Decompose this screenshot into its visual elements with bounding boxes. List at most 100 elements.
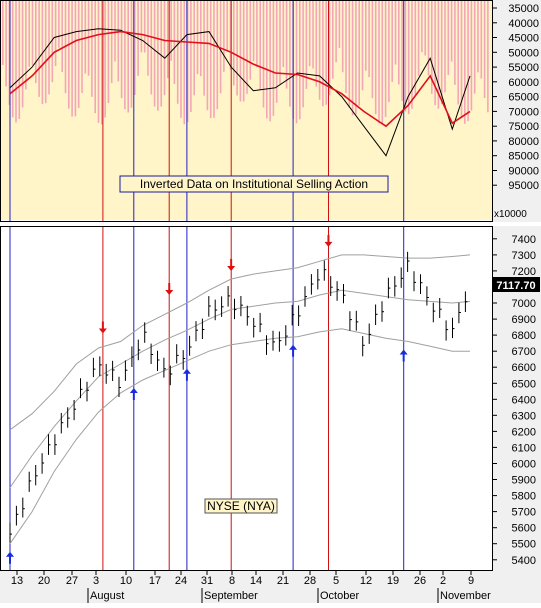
top-selling-bar [173, 0, 176, 84]
buy-arrow [399, 349, 408, 362]
buy-arrow [6, 551, 14, 564]
top-selling-bar [312, 0, 314, 69]
top-selling-bar [259, 0, 261, 90]
buy-arrow-head [182, 368, 191, 374]
top-selling-bar [110, 0, 113, 83]
top-selling-bar [97, 0, 100, 123]
top-selling-bar [282, 0, 285, 67]
upper-band [9, 254, 471, 431]
lower-band [9, 328, 470, 544]
top-selling-bar [190, 0, 192, 112]
top-selling-bar [61, 0, 63, 72]
top-selling-bar [483, 0, 486, 98]
bottom-y-tick-label: 5400 [512, 555, 536, 567]
x-tick-label: 31 [201, 575, 213, 587]
top-selling-bar [351, 0, 354, 116]
bottom-y-tick-label: 6400 [512, 394, 536, 406]
top-selling-bar [25, 0, 27, 90]
top-selling-bar [233, 0, 235, 86]
buy-arrow-head [6, 551, 14, 557]
bottom-signal-lines [9, 226, 405, 571]
top-selling-bar [361, 0, 364, 91]
x-tick-label: 26 [414, 575, 426, 587]
top-selling-bar [140, 0, 143, 53]
top-y-tick-label: 55000 [508, 62, 539, 74]
top-selling-bar [242, 0, 245, 102]
top-selling-bar [457, 0, 459, 105]
bottom-y-tick-label: 6600 [512, 362, 536, 374]
top-selling-bar [170, 0, 172, 61]
top-selling-bar [196, 0, 199, 75]
x-tick-label: 9 [468, 575, 474, 587]
x-ticks: 13 20 27 3 10 17 24 31 8 14 21 28 5 12 19 26 2 9 August Sep… [11, 571, 491, 603]
bottom-y-tick-label: 7200 [512, 266, 536, 278]
x-tick-label: 17 [149, 575, 161, 587]
top-selling-bar [368, 0, 370, 78]
top-selling-bar [68, 0, 70, 109]
top-selling-bar [440, 0, 443, 104]
bottom-y-tick-label: 5700 [512, 507, 536, 519]
sell-arrow-head [165, 290, 174, 296]
top-selling-bar [226, 0, 228, 51]
bottom-y-tick-label: 6700 [512, 346, 536, 358]
top-selling-bar [388, 0, 390, 103]
bottom-y-tick-label: 5900 [512, 475, 536, 487]
top-selling-bar [358, 0, 360, 106]
top-selling-bar [28, 0, 30, 67]
month-label: August [90, 590, 124, 602]
sell-arrow-head [98, 328, 107, 334]
bottom-y-tick-label: 7400 [512, 234, 536, 246]
top-selling-bar [200, 0, 202, 77]
top-selling-bar [256, 0, 258, 68]
buy-arrow-head [289, 344, 298, 350]
top-selling-bar [130, 0, 133, 108]
top-selling-bar [434, 0, 436, 106]
top-selling-bar [289, 0, 291, 107]
top-selling-bar [480, 0, 483, 79]
top-selling-bar [328, 0, 331, 96]
top-selling-bar [315, 0, 318, 87]
top-selling-bar [18, 0, 21, 119]
sell-arrow [98, 321, 107, 334]
top-selling-bar [460, 0, 463, 118]
top-selling-bar [176, 0, 179, 104]
x-tick-label: 2 [440, 575, 446, 587]
top-selling-bar [437, 0, 440, 109]
top-selling-bar [464, 0, 466, 124]
x-tick-label: 8 [229, 575, 235, 587]
top-selling-bar [470, 0, 473, 111]
top-y-tick-label: 50000 [508, 47, 539, 59]
x-axis-panel [0, 571, 541, 603]
bottom-y-tick-label: 6300 [512, 410, 536, 422]
top-selling-bar [414, 0, 417, 96]
top-selling-bar [407, 0, 410, 115]
top-selling-bar [249, 0, 252, 80]
top-selling-bar [54, 0, 57, 66]
price-bars [9, 251, 468, 543]
top-selling-bar [421, 0, 423, 53]
top-selling-bar [5, 0, 7, 87]
top-selling-bar [31, 0, 34, 65]
bottom-y-tick-label: 5500 [512, 539, 536, 551]
x-tick-label: 24 [175, 575, 187, 587]
top-selling-bar [302, 0, 304, 108]
top-y-tick-label: 95000 [508, 180, 539, 192]
top-selling-bar [374, 0, 377, 115]
top-selling-bar [401, 0, 403, 101]
top-selling-bar [74, 0, 77, 117]
month-label: November [440, 590, 491, 602]
top-annotation-box [119, 175, 389, 193]
top-y-tick-label: 90000 [508, 166, 539, 178]
top-selling-bar [279, 0, 281, 85]
top-indicator-lines [9, 28, 471, 157]
top-selling-bar [299, 0, 301, 120]
top-selling-bar [371, 0, 374, 99]
top-y-tick-label: 70000 [508, 106, 539, 118]
bottom-y-tick-label: 5800 [512, 491, 536, 503]
top-y-tick-label: 80000 [508, 136, 539, 148]
top-selling-bar [427, 0, 430, 76]
top-selling-bar [447, 0, 450, 75]
x-tick-label: 20 [38, 575, 50, 587]
